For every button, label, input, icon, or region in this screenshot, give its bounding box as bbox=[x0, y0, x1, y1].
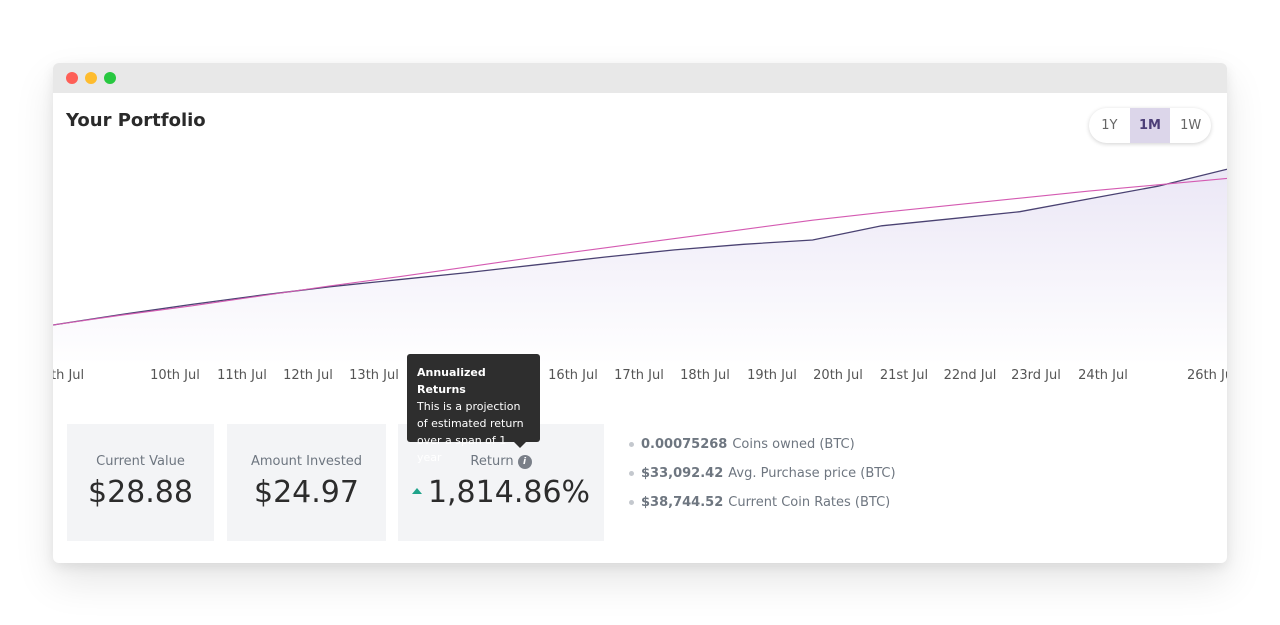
projection-line bbox=[53, 177, 1227, 326]
x-tick-label: th Jul bbox=[53, 368, 85, 383]
coins-owned-amount: 0.00075268 bbox=[641, 437, 728, 452]
x-tick-label: 23rd Jul bbox=[1011, 368, 1061, 383]
arrow-up-icon bbox=[411, 487, 422, 494]
current-coin-rate-label: Current Coin Rates (BTC) bbox=[728, 495, 891, 510]
coins-owned-label: Coins owned (BTC) bbox=[732, 437, 855, 452]
minimize-window-button[interactable] bbox=[85, 72, 97, 84]
range-1y-button[interactable]: 1Y bbox=[1101, 118, 1118, 133]
amount-invested-label: Amount Invested bbox=[250, 454, 363, 469]
current-coin-rate-amount: $38,744.52 bbox=[641, 495, 724, 510]
time-range-selector: 1Y 1M 1W bbox=[1089, 108, 1211, 143]
x-tick-label: 16th Jul bbox=[548, 368, 598, 383]
x-tick-label: 22nd Jul bbox=[943, 368, 997, 383]
range-1m-button[interactable]: 1M bbox=[1129, 108, 1171, 143]
maximize-window-button[interactable] bbox=[104, 72, 116, 84]
return-value-row: 1,814.86% bbox=[398, 475, 604, 510]
close-window-button[interactable] bbox=[66, 72, 78, 84]
x-tick-label: 11th Jul bbox=[217, 368, 267, 383]
x-tick-label: 10th Jul bbox=[150, 368, 200, 383]
x-tick-label: 18th Jul bbox=[680, 368, 730, 383]
coin-stats-list: 0.00075268 Coins owned (BTC) $33,092.42 … bbox=[629, 430, 896, 517]
stat-avg-purchase-price: $33,092.42 Avg. Purchase price (BTC) bbox=[629, 459, 896, 488]
x-tick-label: 17th Jul bbox=[614, 368, 664, 383]
stat-coins-owned: 0.00075268 Coins owned (BTC) bbox=[629, 430, 896, 459]
x-tick-label: 13th Jul bbox=[349, 368, 399, 383]
x-tick-label: 19th Jul bbox=[747, 368, 797, 383]
x-tick-label: 21st Jul bbox=[879, 368, 929, 383]
x-tick-label: 24th Jul bbox=[1078, 368, 1128, 383]
tooltip-title: Annualized Returns bbox=[417, 366, 486, 396]
current-value-amount: $28.88 bbox=[88, 475, 193, 510]
avg-purchase-price-label: Avg. Purchase price (BTC) bbox=[728, 466, 896, 481]
x-tick-label: 26th Ju bbox=[1187, 368, 1227, 383]
avg-purchase-price-amount: $33,092.42 bbox=[641, 466, 724, 481]
annualized-returns-tooltip: Annualized Returns This is a projection … bbox=[407, 354, 540, 464]
tooltip-body: This is a projection of estimated return… bbox=[417, 400, 524, 464]
current-value-card: Current Value $28.88 bbox=[67, 424, 214, 541]
stat-current-coin-rate: $38,744.52 Current Coin Rates (BTC) bbox=[629, 488, 896, 517]
bullet-icon bbox=[629, 442, 634, 447]
return-label-row: Return i bbox=[398, 454, 604, 469]
window-titlebar bbox=[53, 63, 1227, 93]
amount-invested-amount: $24.97 bbox=[254, 475, 359, 510]
x-tick-label: 12th Jul bbox=[283, 368, 333, 383]
return-label: Return bbox=[470, 454, 514, 469]
amount-invested-card: Amount Invested $24.97 bbox=[227, 424, 386, 541]
return-percentage: 1,814.86% bbox=[427, 475, 591, 510]
chart-area-fill bbox=[53, 169, 1227, 365]
page-title: Your Portfolio bbox=[66, 110, 206, 131]
range-1w-button[interactable]: 1W bbox=[1180, 118, 1202, 133]
x-axis-labels: th Jul 10th Jul 11th Jul 12th Jul 13th Jul 16… bbox=[53, 368, 1227, 388]
current-value-label: Current Value bbox=[96, 454, 185, 469]
return-card: Return i 1,814.86% bbox=[398, 424, 604, 541]
bullet-icon bbox=[629, 471, 634, 476]
x-tick-label: 20th Jul bbox=[813, 368, 863, 383]
info-icon[interactable]: i bbox=[517, 454, 532, 469]
portfolio-value-line bbox=[53, 168, 1227, 326]
portfolio-window: Your Portfolio 1Y 1M 1W th Jul 10th Jul 11… bbox=[53, 63, 1227, 563]
bullet-icon bbox=[629, 500, 634, 505]
portfolio-line-chart bbox=[53, 168, 1227, 365]
